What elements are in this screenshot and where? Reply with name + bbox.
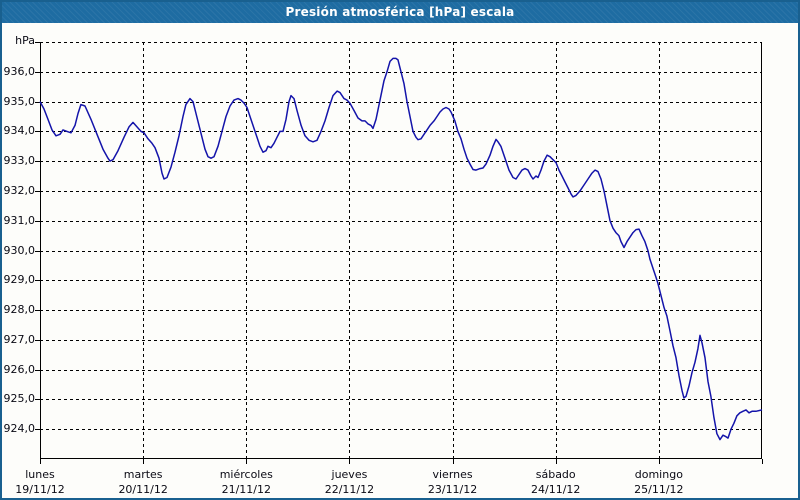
x-day-label: domingo 25/11/12 [604, 467, 714, 498]
y-tick-label: 935,0 [3, 94, 36, 108]
y-tick-label: 930,0 [3, 243, 36, 257]
y-tick-label: 924,0 [3, 422, 36, 436]
y-tick-label: 928,0 [3, 303, 36, 317]
plot-area [35, 42, 763, 464]
day-date: 21/11/12 [221, 483, 271, 496]
y-tick-label: 934,0 [3, 124, 36, 138]
day-date: 23/11/12 [427, 483, 478, 496]
day-name: domingo [634, 468, 683, 481]
chart-area: hPa 936,0 935,0 934,0 933,0 932,0 931,0 930,0 9… [2, 23, 798, 498]
pressure-line [39, 57, 763, 441]
day-name: jueves [331, 468, 368, 481]
x-day-label: sábado 24/11/12 [501, 467, 611, 498]
day-date: 24/11/12 [531, 483, 581, 496]
x-day-label: jueves 22/11/12 [294, 467, 404, 498]
x-day-label: martes 20/11/12 [88, 467, 198, 498]
y-tick-label: 931,0 [3, 213, 36, 227]
y-tick-label: 929,0 [3, 273, 36, 287]
y-tick-label: 932,0 [3, 183, 36, 197]
y-axis-unit-label: hPa [15, 34, 35, 47]
y-tick-label: 927,0 [3, 332, 36, 346]
day-date: 22/11/12 [324, 483, 375, 496]
day-name: sábado [535, 468, 576, 481]
day-name: lunes [25, 468, 55, 481]
day-name: miércoles [219, 468, 273, 481]
day-date: 25/11/12 [634, 483, 684, 496]
day-name: martes [123, 468, 163, 481]
chart-title: Presión atmosférica [hPa] escala [285, 5, 515, 19]
x-day-label: miércoles 21/11/12 [191, 467, 301, 498]
y-tick-label: 926,0 [3, 362, 36, 376]
x-day-label: lunes 19/11/12 [2, 467, 95, 498]
x-day-label: viernes 23/11/12 [398, 467, 508, 498]
day-date: 19/11/12 [15, 483, 65, 496]
y-tick-label: 933,0 [3, 154, 36, 168]
y-tick-label: 936,0 [3, 64, 36, 78]
day-name: viernes [432, 468, 473, 481]
y-tick-label: 925,0 [3, 392, 36, 406]
day-date: 20/11/12 [118, 483, 168, 496]
chart-title-bar: Presión atmosférica [hPa] escala [2, 2, 798, 23]
